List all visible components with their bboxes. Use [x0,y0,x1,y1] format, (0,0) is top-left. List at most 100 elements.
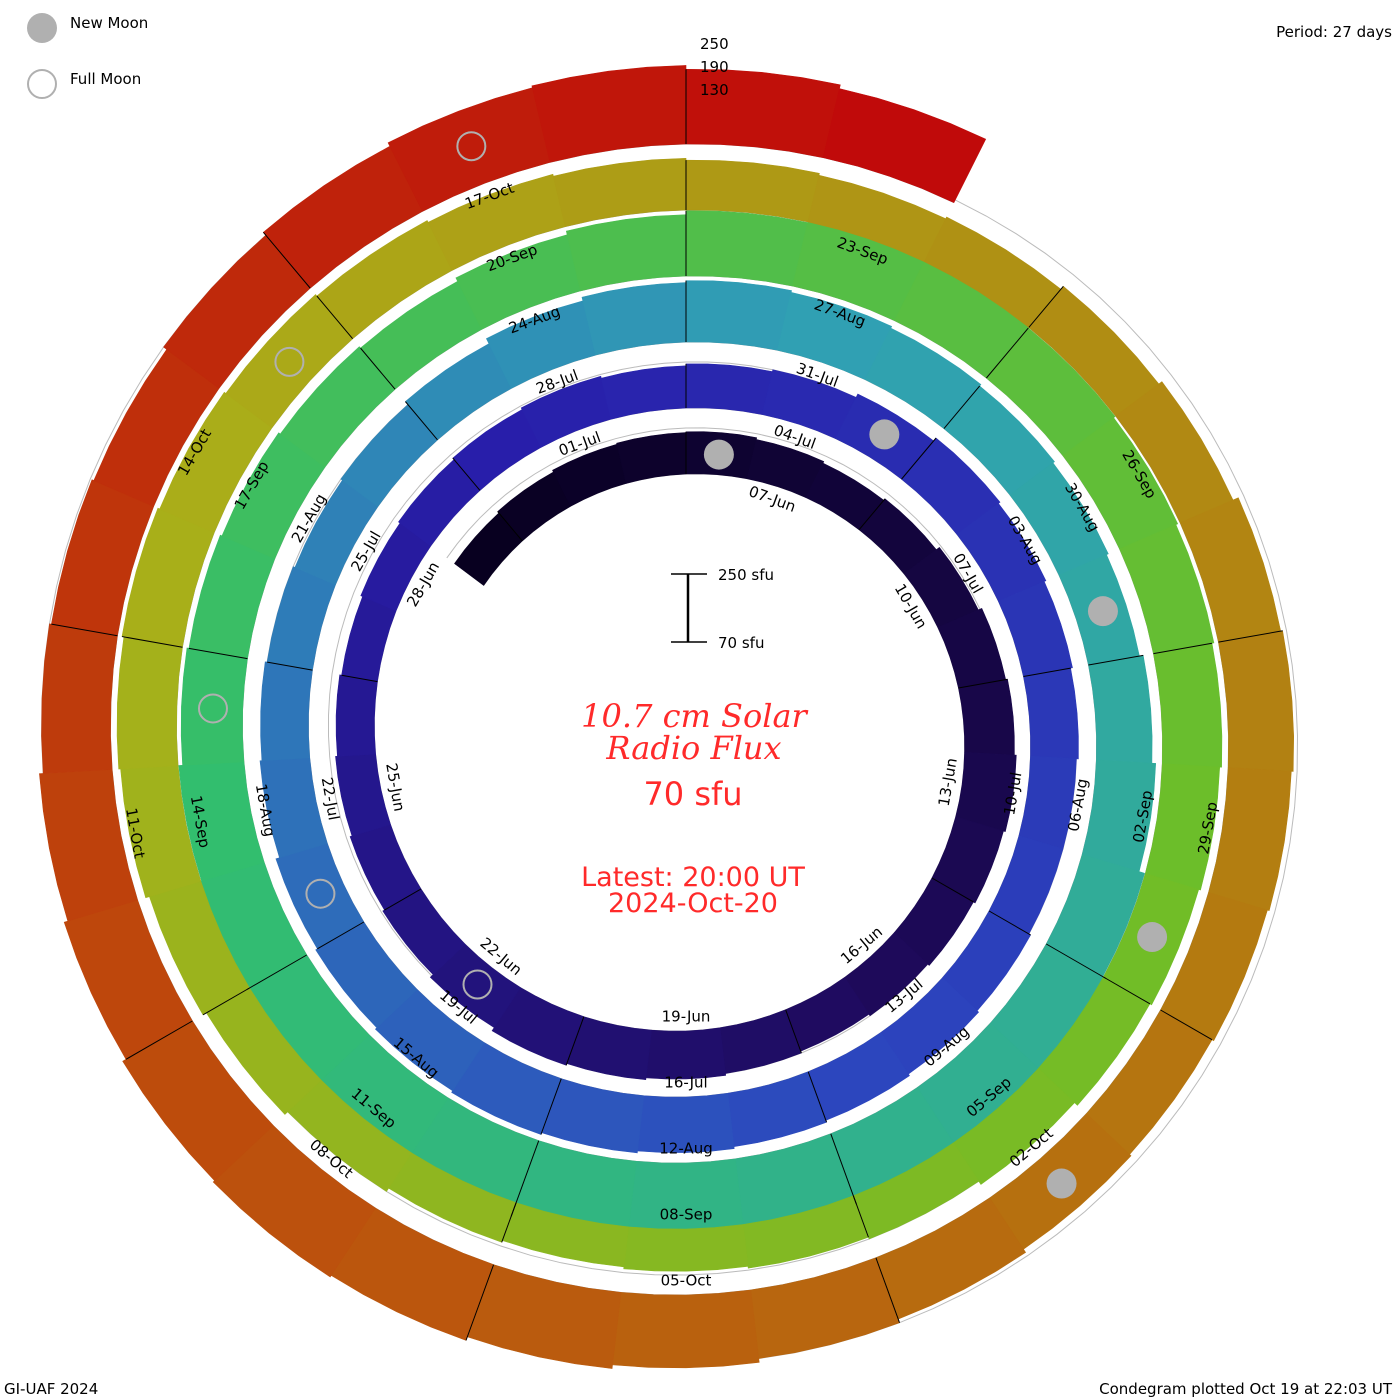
segment-divider [121,636,183,648]
segment-divider [360,347,396,390]
full-moon-icon [456,131,487,162]
segment-divider [316,295,353,339]
ref-level-250: 250 [700,35,729,53]
segment-divider [1046,943,1107,979]
flux-segment [616,432,687,484]
segment-divider [852,1195,869,1238]
flux-segment [116,636,183,770]
segment-divider [1088,654,1144,666]
segment-divider [317,921,365,950]
flux-segment [315,921,418,1029]
segment-divider [202,987,250,1016]
segment-divider [931,877,974,903]
flux-segment [844,932,929,1017]
segment-divider [830,1133,857,1205]
segment-divider [1160,1009,1213,1041]
new-moon-legend-label: New Moon [70,14,148,32]
latest-time: Latest: 20:00 UT [581,862,805,893]
flux-segment [491,987,585,1066]
segment-divider [1153,642,1213,655]
scale-bar [671,573,707,643]
flux-segment [1153,642,1223,768]
segment-divider [1103,976,1151,1005]
full-moon-icon [305,878,336,909]
flux-segment [180,647,248,766]
flux-segment [122,1020,274,1182]
flux-segment [864,327,982,430]
flux-segment [41,623,118,774]
date-label: 05-Oct [661,1272,712,1290]
segment-divider [565,1016,585,1066]
flux-segment [159,391,273,533]
flux-segment [956,502,1047,602]
flux-segment [552,157,687,227]
period-label: Period: 27 days [1276,23,1392,41]
flux-segment [953,1067,1076,1185]
flux-segment [958,678,1015,756]
flux-segment [931,816,1004,904]
flux-segment [623,1224,749,1272]
flux-segment [212,1125,376,1278]
scale-top-label: 250 sfu [718,566,774,584]
flux-segment [1037,976,1151,1106]
segment-divider [1028,286,1064,328]
flux-segment [121,507,215,648]
segment-divider [51,623,118,637]
segment-divider [988,910,1031,936]
segment-divider [452,457,481,491]
segment-divider [246,954,307,990]
new-moon-icon [1087,596,1118,627]
flux-segment [63,899,193,1060]
flux-segment [685,363,773,415]
flux-segment [335,674,378,757]
flux-segment [51,479,154,637]
new-moon-icon [1137,922,1168,953]
flux-segment [335,753,391,837]
segment-divider [858,498,886,531]
flux-segment [316,220,453,340]
segment-divider [501,1202,517,1243]
flux-segment [266,566,336,671]
segment-divider [188,647,248,660]
flux-segment [685,68,841,158]
segment-divider [125,1020,193,1060]
chart-title-line2: Radio Flux [605,729,781,767]
flux-segment [225,294,354,429]
flux-segment [1088,655,1153,764]
flux-segment [260,661,313,762]
segment-divider [1218,630,1283,643]
segment-divider [497,511,523,542]
flux-segment [955,751,1017,832]
full-moon-icon [197,693,228,724]
new-moon-icon [869,419,900,450]
segment-divider [958,678,1008,689]
flux-segment [822,88,987,203]
flux-segment [746,439,825,498]
flux-segment [1023,667,1079,760]
flux-segment [39,769,138,922]
flux-segment [279,346,396,468]
date-label: 12-Aug [659,1140,712,1158]
segment-divider [262,232,311,289]
flux-segment [1208,767,1292,911]
segment-divider [405,401,438,441]
full-moon-icon [462,969,493,1000]
flux-segment [1145,763,1221,891]
new-moon-icon [1046,1168,1077,1199]
flux-segments [39,65,1295,1369]
ref-level-130: 130 [700,81,729,99]
flux-segment [466,1264,622,1369]
flux-segment [427,173,566,271]
flux-segment [645,1027,727,1080]
segment-divider [986,327,1029,379]
date-label: 16-Jul [664,1074,707,1092]
flux-segment [221,432,326,559]
flux-segment [985,327,1116,456]
segment-divider [267,661,313,671]
footer-plotted: Condegram plotted Oct 19 at 22:03 UT [1099,1380,1392,1398]
segment-divider [875,1257,901,1323]
segment-divider [901,437,937,480]
segment-divider [341,674,378,683]
flux-segment [188,534,276,660]
flux-segment [750,1257,900,1359]
